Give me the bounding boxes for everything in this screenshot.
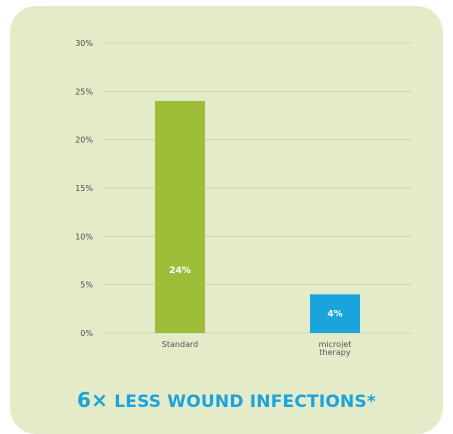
chart-card	[10, 6, 443, 434]
headline-text: LESS WOUND INFECTIONS*	[114, 392, 376, 412]
category-label: Standard	[162, 340, 198, 349]
y-tick-label: 0%	[80, 329, 93, 338]
category-label: microjet	[319, 340, 352, 349]
headline: 6× LESS WOUND INFECTIONS*	[0, 388, 453, 412]
data-labels: 24% 4%	[169, 266, 342, 320]
y-tick-label: 5%	[80, 281, 93, 290]
y-tick-label: 30%	[75, 39, 93, 48]
headline-multiplier: 6×	[77, 388, 109, 412]
y-axis-ticks: 0% 5% 10% 15% 20% 25% 30%	[75, 39, 93, 338]
bars	[155, 101, 360, 333]
y-tick-label: 10%	[75, 232, 93, 241]
gridlines	[103, 42, 412, 334]
y-tick-label: 15%	[75, 184, 93, 193]
y-tick-label: 20%	[75, 136, 93, 145]
data-label: 4%	[327, 310, 342, 320]
category-label: therapy	[319, 348, 350, 357]
data-label: 24%	[169, 266, 191, 276]
y-tick-label: 25%	[75, 87, 93, 96]
bar	[155, 101, 205, 333]
bar	[310, 294, 360, 333]
